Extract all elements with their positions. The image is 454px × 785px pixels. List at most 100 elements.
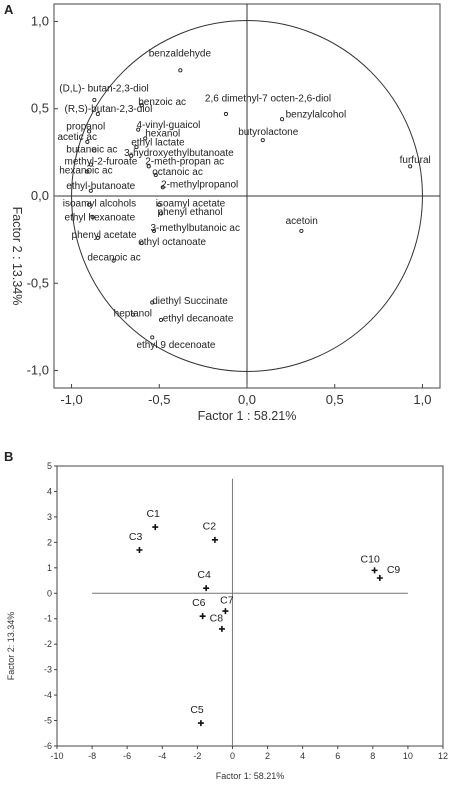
- variable-label-butyrolactone: butyrolactone: [238, 127, 298, 138]
- x-tick-label-b: -8: [88, 751, 96, 761]
- variable-label-isoamyl-alcohols: isoamyl alcohols: [63, 198, 136, 209]
- variable-point-r-s-butan-2-3-diol: [95, 111, 100, 117]
- y-tick-label: -1,0: [27, 363, 49, 378]
- y-tick-label-b: 5: [47, 461, 52, 471]
- variable-label-ethyl-9-decenoate: ethyl 9 decenoate: [136, 340, 215, 351]
- x-tick-label-b: -4: [158, 751, 166, 761]
- observation-marker-c5: [197, 720, 204, 727]
- variable-point-phenyl-acetate: [95, 235, 100, 240]
- variable-label-phenyl-acetate: phenyl acetate: [72, 230, 137, 241]
- x-tick-label: -1,0: [60, 392, 82, 407]
- y-tick-label-b: -1: [44, 614, 52, 624]
- plot-frame-b: [56, 465, 444, 747]
- variable-label-propanol: propanol: [66, 122, 105, 133]
- variable-point-hexanoic-ac: [85, 169, 90, 174]
- y-tick-label: -0,5: [27, 275, 49, 290]
- variable-point-acetoin: [299, 228, 304, 233]
- observation-label-c2: C2: [203, 521, 217, 533]
- y-tick-label-b: 1: [47, 563, 52, 573]
- y-tick-label-b: 4: [47, 486, 52, 496]
- variable-label-phenyl-ethanol: phenyl ethanol: [158, 207, 223, 218]
- observation-marker-c10: [371, 567, 378, 574]
- x-tick-label-b: 2: [265, 751, 270, 761]
- axes-a: [54, 4, 440, 388]
- points-a: benzaldehyde (D,L)- butan-2,3-diol (R,S)-b…: [58, 48, 431, 350]
- variable-label-3-methylbutanoic-ac: 3-methylbutanoic ac: [151, 223, 241, 234]
- x-tick-label-b: 0: [230, 751, 235, 761]
- y-axis-title-a: Factor 2 : 13.34%: [10, 207, 24, 306]
- observation-label-c5: C5: [190, 704, 204, 716]
- variable-point-hexanol: [143, 136, 148, 141]
- variable-point-2-meth-propan-ac: [146, 164, 151, 169]
- variable-label-octanoic-ac: octanoic ac: [152, 167, 203, 178]
- variable-point-4-vinyl-guaicol: [136, 127, 141, 132]
- variable-point-benzylalcohol: [280, 117, 285, 122]
- x-tick-label-b: -6: [123, 751, 131, 761]
- variable-point-phenyl-ethanol: [158, 211, 164, 216]
- variable-label-hexanoic-ac: hexanoic ac: [59, 165, 112, 176]
- variable-label-heptanol: heptanol: [114, 308, 152, 319]
- y-tick-label: 0,0: [31, 188, 49, 203]
- observation-label-c6: C6: [192, 597, 206, 609]
- panel-b: B -10 -8 -6 -4 -2 0 2 4 6 8 10 12543210-1-2-3-4-5-6…: [4, 449, 448, 781]
- observation-marker-c3: [136, 547, 143, 553]
- x-tick-label-b: -10: [50, 751, 63, 761]
- variable-point-decanoic-ac: [111, 258, 116, 263]
- variable-label-benzoic-ac: benzoic ac: [138, 97, 186, 108]
- variable-label-d-l-butan-2-3-diol: (D,L)- butan-2,3-diol: [59, 83, 148, 94]
- variable-label-2-6-dimethyl-7-octen-2-6-diol: 2,6 dimethyl-7 octen-2,6-diol: [205, 94, 331, 105]
- y-tick-label-b: -6: [44, 741, 52, 751]
- variable-label-ethyl-octanoate: ethyl octanoate: [138, 237, 206, 248]
- variable-point-butyrolactone: [260, 138, 265, 143]
- variable-label-acetoin: acetoin: [286, 216, 318, 227]
- y-tick-label-b: -4: [44, 690, 52, 700]
- x-tick-label: 1,0: [413, 392, 431, 407]
- x-tick-label-b: 4: [300, 751, 305, 761]
- y-tick-label: 0,5: [31, 101, 49, 116]
- observation-marker-c8: [218, 625, 225, 632]
- y-axis-title-b: Factor 2: 13.34%: [6, 612, 16, 681]
- axes-b: [92, 478, 408, 746]
- panel-a: A -1,0 -0,5 0,0 0,5 1,0 1,0 0,5 0,0 -0,5 -1,0 ben…: [4, 2, 441, 423]
- variable-point-3-hydroxyethylbutanoate: [129, 153, 134, 158]
- variable-label-ethyl-hexanoate: ethyl hexanoate: [65, 212, 136, 223]
- variable-point-diethyl-succinate: [150, 300, 155, 305]
- variable-label-4-vinyl-guaicol: 4-vinyl-guaicol: [136, 120, 200, 131]
- variable-label-hexanol: hexanol: [145, 129, 180, 140]
- variable-label-2-meth-propan-ac: 2-meth-propan ac: [145, 157, 224, 168]
- y-tick-label-b: 0: [47, 588, 52, 598]
- observation-marker-c1: [152, 524, 159, 531]
- variable-point-butanoic-ac: [92, 148, 97, 153]
- variable-point-furfural: [408, 164, 413, 169]
- y-tick-label: 1,0: [31, 13, 49, 28]
- variable-point-heptanol: [130, 312, 136, 317]
- variable-label-methyl-2-furoate: methyl-2-furoate: [65, 157, 138, 168]
- y-tick-label-b: -3: [44, 665, 52, 675]
- x-tick-label-b: -2: [193, 751, 201, 761]
- variable-point-d-l-butan-2-3-diol: [92, 97, 97, 103]
- y-tick-label-b: 2: [47, 537, 52, 547]
- x-tick-label-b: 8: [370, 751, 375, 761]
- variable-label-3-hydroxyethylbutanoate: 3-hydroxyethylbutanoate: [124, 148, 234, 159]
- variable-label-isoamyl-acetate: isoamyl acetate: [156, 198, 226, 209]
- observation-marker-c6: [199, 613, 206, 620]
- observation-label-c8: C8: [210, 612, 224, 624]
- observation-marker-c2: [211, 536, 218, 543]
- variable-point-ethyl-octanoate: [139, 241, 144, 246]
- ticks-a: -1,0 -0,5 0,0 0,5 1,0 1,0 0,5 0,0 -0,5 -1,0: [27, 13, 432, 407]
- x-tick-label: -0,5: [148, 392, 170, 407]
- x-tick-label: 0,0: [238, 392, 256, 407]
- variable-label-benzylalcohol: benzylalcohol: [286, 109, 347, 120]
- observation-label-c7: C7: [220, 594, 234, 606]
- variable-point-ethyl-lactate: [134, 145, 139, 150]
- y-tick-label-b: -5: [44, 716, 52, 726]
- variable-label-ethyl-butanoate: ethyl-butanoate: [66, 181, 135, 192]
- x-axis-title-b: Factor 1: 58.21%: [216, 771, 285, 781]
- variable-point-2-6-dimethyl-7-octen-2-6-diol: [223, 111, 228, 117]
- variable-label-diethyl-succinate: diethyl Succinate: [152, 296, 228, 307]
- variable-point-isoamyl-alcohols: [87, 202, 92, 207]
- panel-label-b: B: [4, 449, 13, 464]
- observation-label-c4: C4: [197, 569, 211, 581]
